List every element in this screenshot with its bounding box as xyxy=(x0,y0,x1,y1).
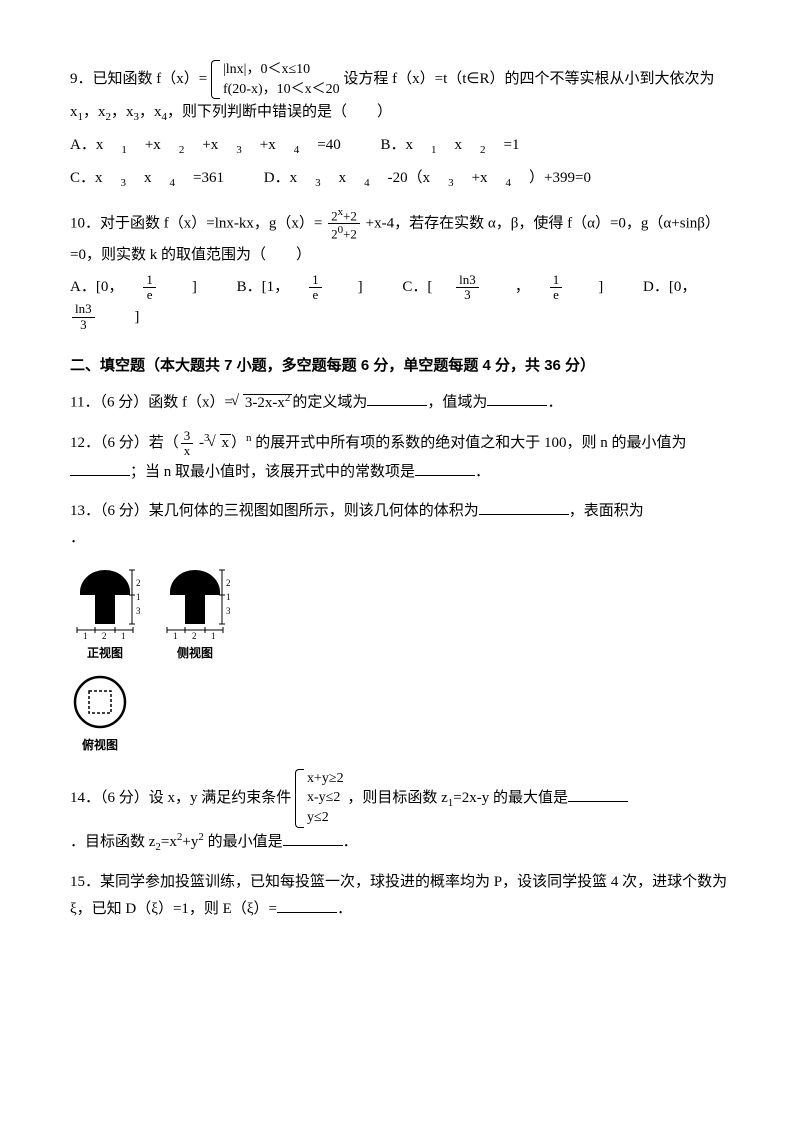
side-view: 2 1 3 1 2 1 侧视图 xyxy=(160,562,230,665)
svg-text:2: 2 xyxy=(102,631,107,640)
q10-fraction: 2x+2 20+2 xyxy=(328,206,360,242)
question-10: 10．对于函数 f（x）=lnx-kx，g（x）= 2x+2 20+2 +x-4… xyxy=(70,206,730,332)
svg-text:2: 2 xyxy=(192,631,197,640)
constraints-brace: x+y≥2 x-y≤2 y≤2 xyxy=(295,769,344,828)
q10-option-b: B．[1，1e] xyxy=(237,279,381,295)
question-12: 12．（6 分）若（3x -3x）n 的展开式中所有项的系数的绝对值之和大于 1… xyxy=(70,429,730,486)
blank-field xyxy=(367,390,427,406)
svg-text:3: 3 xyxy=(136,606,140,616)
question-15: 15．某同学参加投篮训练，已知每投篮一次，球投进的概率均为 P，设该同学投篮 4… xyxy=(70,869,730,923)
q9-options: A．x1+x2+x3+x4=40 B．x1x2=1 xyxy=(70,132,730,161)
svg-text:1: 1 xyxy=(121,631,126,640)
sqrt-icon: 3-2x-x2 xyxy=(233,389,293,417)
front-view-icon: 2 1 3 1 2 1 xyxy=(70,562,140,640)
question-14: 14．（6 分）设 x，y 满足约束条件 x+y≥2 x-y≤2 y≤2 ，则目… xyxy=(70,769,730,858)
blank-field xyxy=(479,499,569,515)
q9-options-2: C．x3x4=361 D．x3x4-20（x3+x4）+399=0 xyxy=(70,165,730,194)
front-view: 2 1 3 1 2 1 正视图 xyxy=(70,562,140,665)
blank-field xyxy=(415,460,475,476)
q9-option-b: B．x1x2=1 xyxy=(380,137,537,153)
svg-text:1: 1 xyxy=(226,592,230,602)
svg-text:1: 1 xyxy=(211,631,216,640)
q10-options: A．[0，1e] B．[1，1e] C．[ ln33，1e] D．[0， ln3… xyxy=(70,273,730,332)
q10-option-c: C．[ ln33，1e] xyxy=(402,279,621,295)
svg-text:2: 2 xyxy=(226,578,230,588)
top-view-icon xyxy=(70,672,130,732)
q10-option-a: A．[0，1e] xyxy=(70,279,215,295)
three-views-diagram: 2 1 3 1 2 1 正视图 xyxy=(70,562,730,757)
cube-root-icon: x xyxy=(210,430,232,457)
blank-field xyxy=(283,830,343,846)
svg-text:1: 1 xyxy=(83,631,88,640)
blank-field xyxy=(568,786,628,802)
q9-option-c: C．x3x4=361 xyxy=(70,170,242,186)
q9-option-d: D．x3x4-20（x3+x4）+399=0 xyxy=(264,170,609,186)
top-view: 俯视图 xyxy=(70,672,130,757)
question-9: 9．已知函数 f（x）= |lnx|，0＜x≤10 f(20-x)，10＜x＜2… xyxy=(70,60,730,194)
svg-text:1: 1 xyxy=(173,631,178,640)
q9-prefix: 9．已知函数 f（x）= xyxy=(70,71,207,87)
piecewise-brace: |lnx|，0＜x≤10 f(20-x)，10＜x＜20 xyxy=(211,60,340,99)
question-13: 13．（6 分）某几何体的三视图如图所示，则该几何体的体积为，表面积为 ． 2 … xyxy=(70,498,730,757)
blank-field xyxy=(487,390,547,406)
svg-text:1: 1 xyxy=(136,592,140,602)
blank-field xyxy=(70,460,130,476)
q9-option-a: A．x1+x2+x3+x4=40 xyxy=(70,137,359,153)
q10-prefix: 10．对于函数 f（x）=lnx-kx，g（x）= xyxy=(70,215,326,231)
section-2-title: 二、填空题（本大题共 7 小题，多空题每题 6 分，单空题每题 4 分，共 36… xyxy=(70,352,730,379)
svg-text:3: 3 xyxy=(226,606,230,616)
question-11: 11．（6 分）函数 f（x）=3-2x-x2的定义域为，值域为． xyxy=(70,389,730,417)
side-view-icon: 2 1 3 1 2 1 xyxy=(160,562,230,640)
svg-text:2: 2 xyxy=(136,578,140,588)
blank-field xyxy=(277,897,337,913)
